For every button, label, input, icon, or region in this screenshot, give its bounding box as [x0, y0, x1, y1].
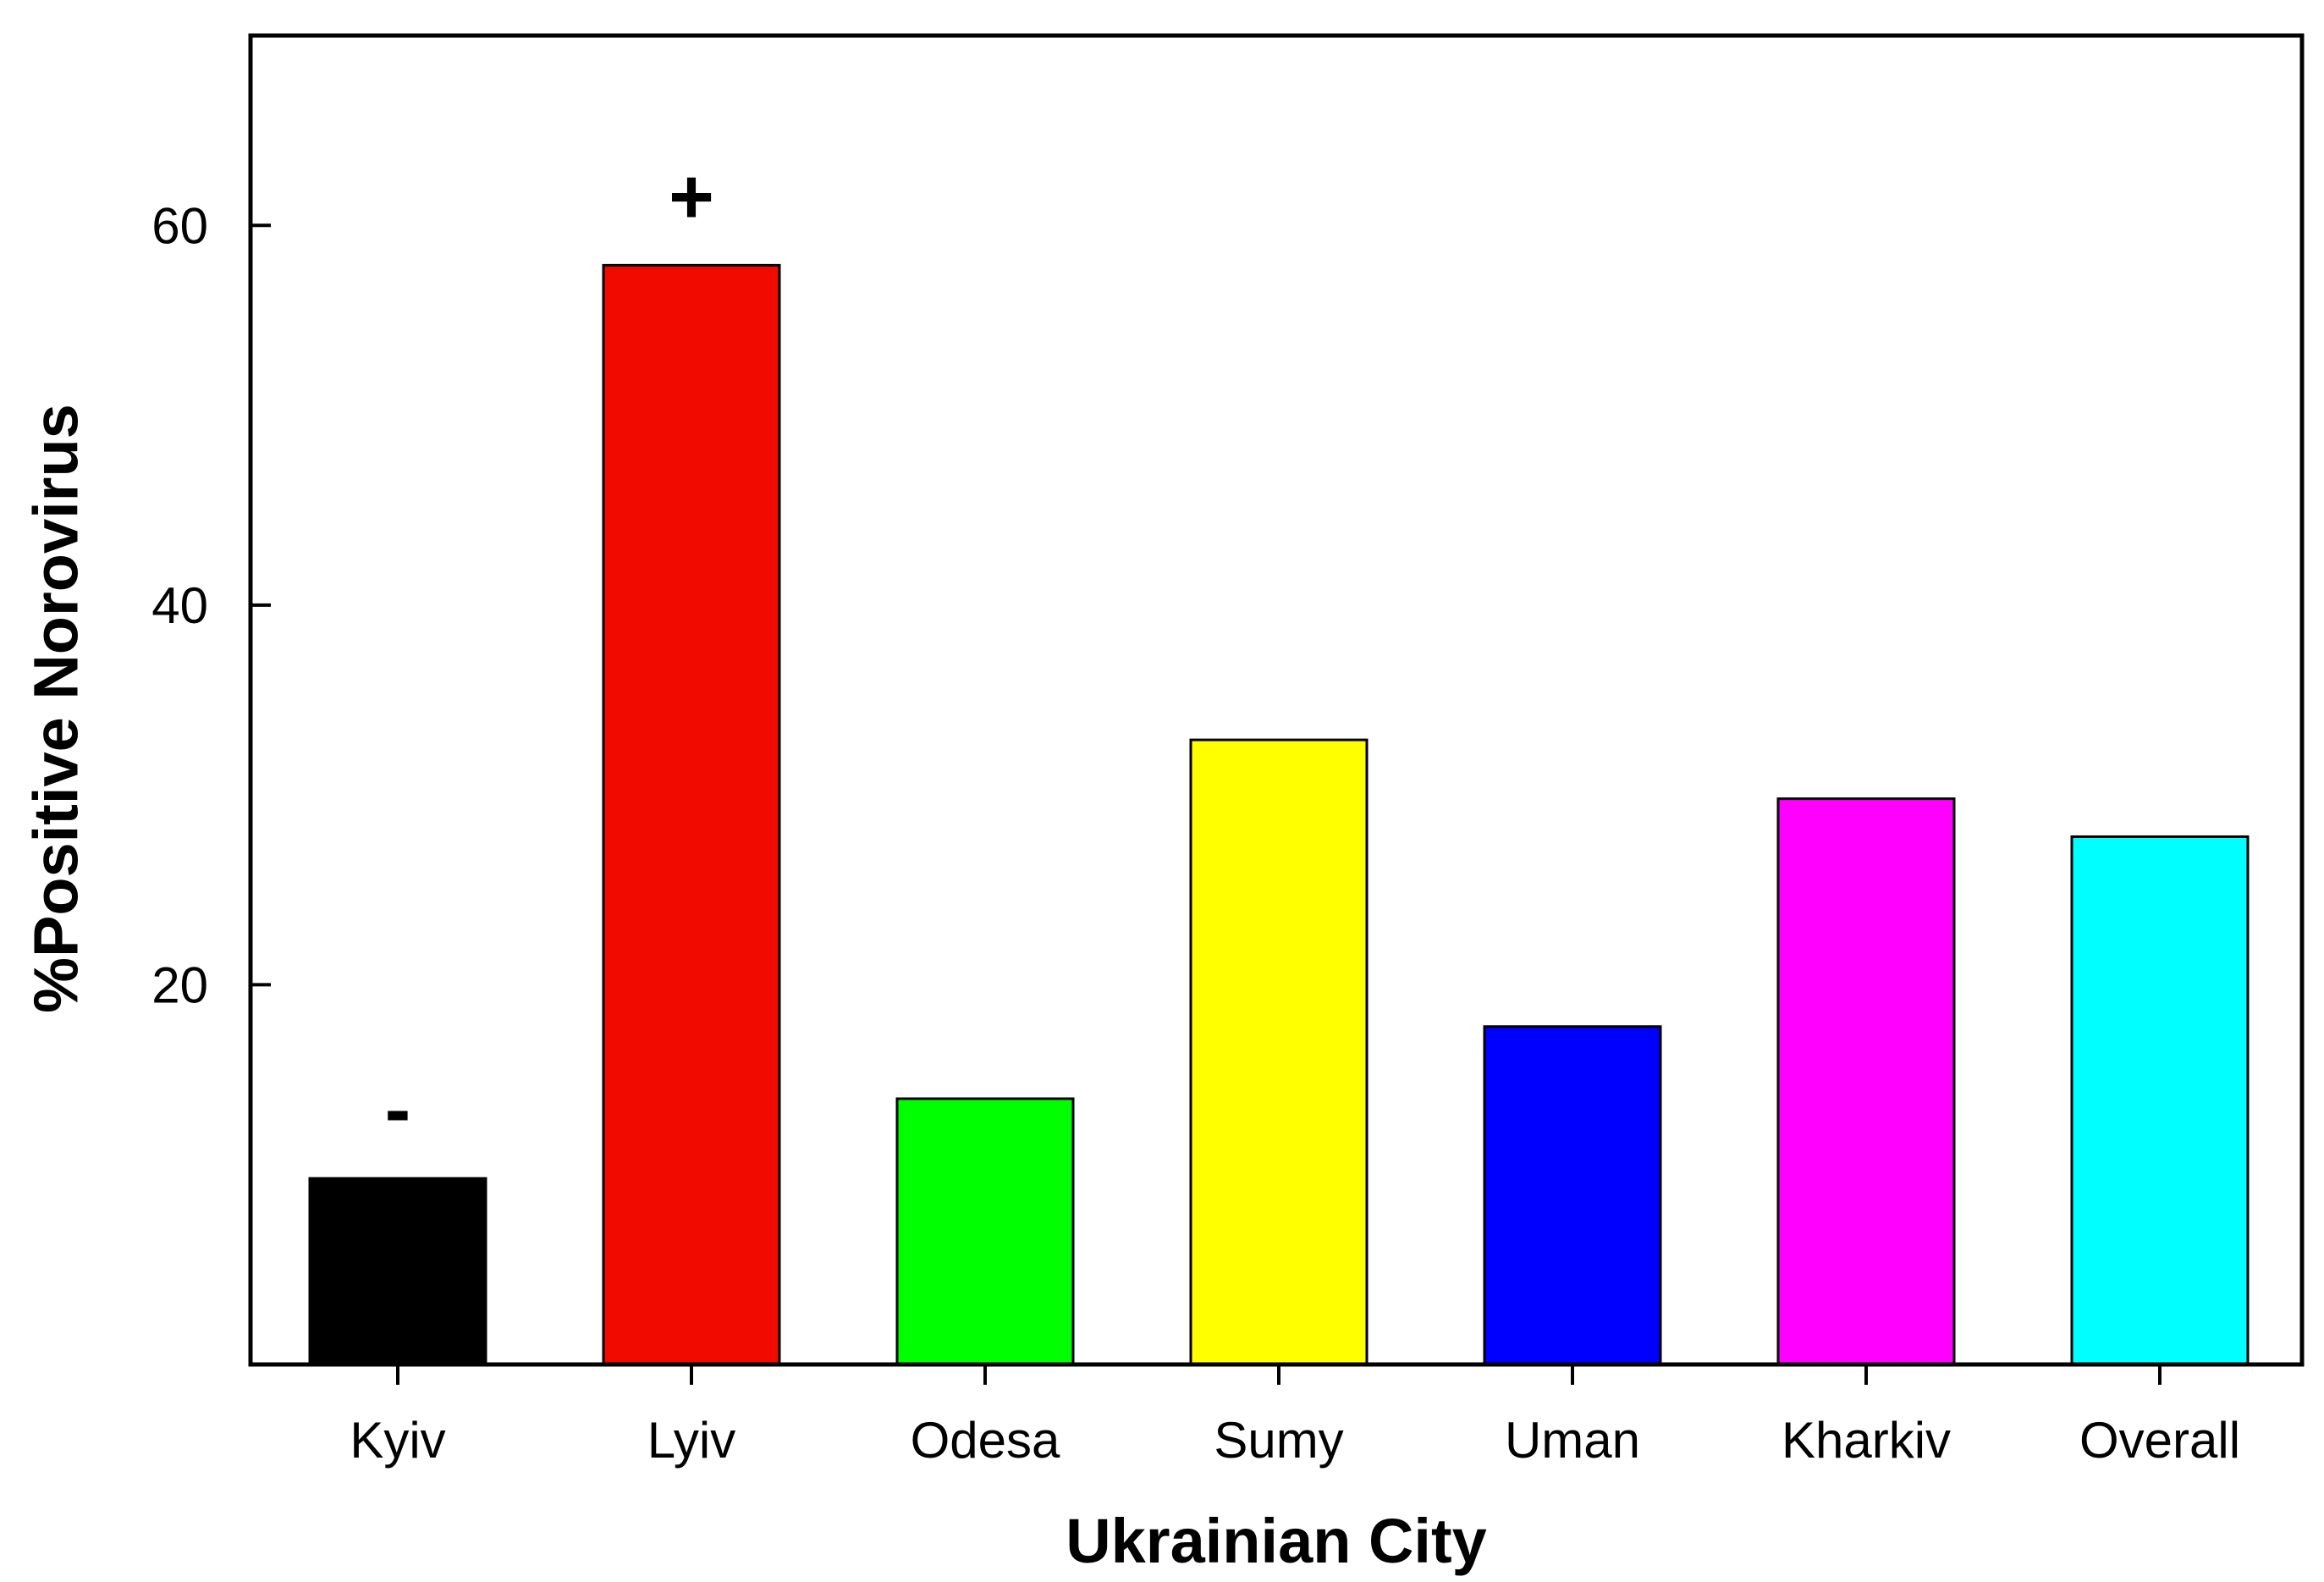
bar-sumy — [1189, 738, 1369, 1366]
x-axis-title: Ukrainian City — [1066, 1506, 1487, 1576]
annotations-group: -+ — [385, 153, 714, 1153]
annotation-lyiv: + — [669, 153, 714, 240]
x-tick-label-kyiv: Kyiv — [350, 1412, 445, 1469]
y-tick-label-60: 60 — [151, 197, 208, 254]
annotation-kyiv: - — [385, 1067, 411, 1153]
x-tick-label-odesa: Odesa — [911, 1412, 1060, 1469]
x-tick-label-uman: Uman — [1505, 1412, 1640, 1469]
x-axis-ticks: Kyiv Lyiv Odesa Sumy Uman Kharkiv Overall — [350, 1364, 2240, 1469]
bar-odesa — [895, 1097, 1075, 1366]
bar-uman — [1483, 1025, 1662, 1366]
plot-frame — [248, 33, 2305, 1367]
y-axis-ticks: 20 40 60 — [151, 197, 271, 1013]
bar-lyiv — [602, 263, 781, 1366]
x-tick-label-overall: Overall — [2079, 1412, 2240, 1469]
bar-overall — [2070, 835, 2250, 1366]
y-axis-title: %Positive Norovirus — [21, 404, 91, 1013]
x-tick-label-lyiv: Lyiv — [647, 1412, 735, 1469]
y-tick-label-20: 20 — [151, 956, 208, 1013]
y-tick-label-40: 40 — [151, 577, 208, 634]
bar-kyiv — [308, 1177, 487, 1366]
x-tick-label-sumy: Sumy — [1214, 1412, 1343, 1469]
x-tick-label-kharkiv: Kharkiv — [1782, 1412, 1951, 1469]
bars-group — [308, 263, 2250, 1366]
bar-kharkiv — [1776, 797, 1956, 1366]
